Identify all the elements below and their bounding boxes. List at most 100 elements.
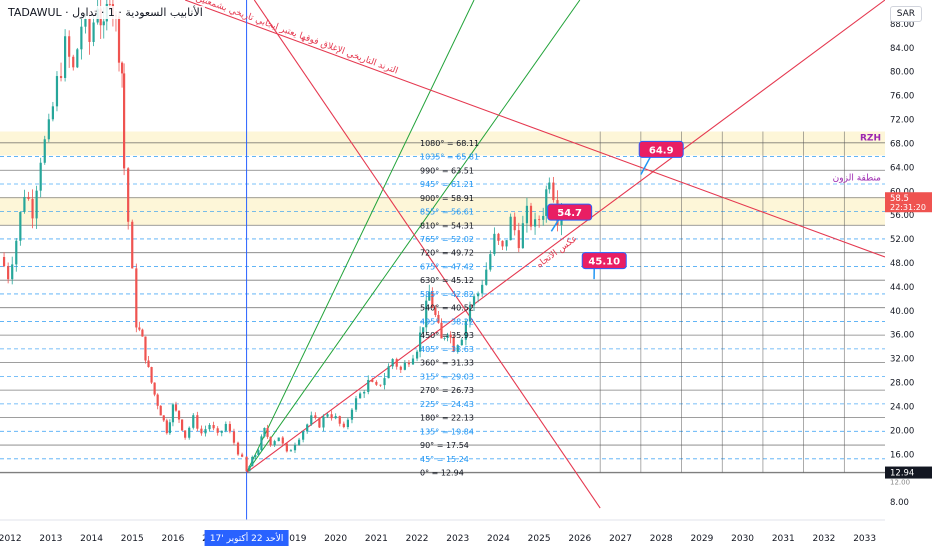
candle-body (141, 330, 143, 337)
candle-body (7, 266, 9, 279)
level-label: 315° = 29.03 (420, 372, 474, 381)
y-tick-label: 72.00 (890, 116, 914, 126)
candle-body (306, 424, 308, 431)
candles-layer (3, 0, 563, 472)
candle-body (278, 438, 280, 442)
x-tick-label: 2016 (161, 534, 184, 544)
candle-body (40, 163, 42, 191)
candle-body (225, 424, 227, 431)
y-tick-label: 28.00 (890, 379, 914, 389)
candle-body (404, 363, 406, 370)
level-label: 855° = 56.61 (420, 208, 474, 217)
zone-label: منطقة الزون (833, 174, 882, 184)
candle-body (84, 19, 86, 27)
candle-body (72, 57, 74, 68)
y-tick-label: 76.00 (890, 92, 914, 102)
candle-body (135, 268, 137, 327)
candle-body (175, 404, 177, 410)
candle-body (241, 454, 243, 456)
candle-body (109, 4, 111, 5)
candle-body (208, 425, 210, 429)
candle-body (163, 415, 165, 420)
x-axis: 2012201320142015201620172018201920202021… (0, 520, 932, 550)
candle-body (282, 438, 284, 444)
level-label: 0° = 12.94 (420, 469, 464, 478)
callout-pointer (641, 155, 651, 174)
y-tick-label: 84.00 (890, 44, 914, 54)
candle-body (266, 428, 268, 437)
candle-body (545, 189, 547, 216)
instrument-subtitle: الأنابيب السعودية · 1 · تداول (72, 6, 203, 19)
candle-body (23, 197, 25, 212)
x-tick-label: 2025 (528, 534, 551, 544)
candle-body (481, 285, 483, 294)
candle-body (217, 428, 219, 433)
y-tick-label: 20.00 (890, 426, 914, 436)
candle-body (269, 437, 271, 445)
candle-body (154, 383, 156, 395)
y-axis: 8.0016.0020.0024.0028.0032.0036.0040.004… (885, 0, 932, 550)
candle-body (302, 431, 304, 439)
candle-body (131, 222, 133, 269)
candle-body (248, 466, 250, 471)
y-tick-label: 48.00 (890, 259, 914, 269)
candle-body (245, 457, 247, 472)
candle-body (485, 270, 487, 285)
candle-body (68, 36, 70, 56)
candle-body (310, 415, 312, 424)
candle-body (331, 414, 333, 418)
level-label: 90° = 17.54 (420, 441, 469, 450)
level-label: 765° = 52.02 (420, 235, 474, 244)
candle-body (343, 424, 345, 427)
candle-body (274, 441, 276, 445)
candle-body (48, 119, 50, 139)
candle-body (363, 392, 365, 393)
candle-body (477, 293, 479, 296)
candle-body (192, 415, 194, 428)
candle-body (367, 380, 369, 392)
rzh-zone-label: RZH (860, 133, 881, 143)
low-price-label: 12.94 (890, 469, 914, 479)
level-label: 270° = 26.73 (420, 386, 474, 395)
gann-fan-line (247, 0, 580, 473)
candle-body (144, 337, 146, 361)
candle-body (181, 420, 183, 431)
candle-body (80, 27, 82, 50)
candle-body (375, 382, 377, 385)
candle-body (396, 359, 398, 367)
y-tick-label: 16.00 (890, 450, 914, 460)
candle-body (166, 420, 168, 433)
x-tick-label: 2012 (0, 534, 22, 544)
level-label: 585° = 42.82 (420, 290, 474, 299)
candle-body (169, 422, 171, 433)
candle-body (88, 19, 90, 42)
candle-body (518, 230, 520, 248)
x-tick-label: 2024 (487, 534, 510, 544)
level-label: 630° = 45.12 (420, 276, 474, 285)
level-label: 180° = 22.13 (420, 414, 474, 423)
y-tick-label: 64.00 (890, 163, 914, 173)
x-tick-label: 2031 (772, 534, 795, 544)
candle-body (160, 406, 162, 416)
x-tick-label: 2027 (609, 534, 632, 544)
level-label: 945° = 61.21 (420, 180, 474, 189)
under-low-tick: 12.00 (890, 479, 910, 487)
currency-button[interactable]: SAR (890, 6, 922, 22)
candle-body (392, 359, 394, 366)
date-marker-label: الأحد 22 أكتوبر '17 (210, 532, 284, 544)
x-tick-label: 2028 (650, 534, 673, 544)
candle-body (123, 73, 125, 168)
candle-body (416, 352, 418, 359)
candle-body (138, 327, 140, 329)
candle-body (548, 183, 550, 190)
symbol-label[interactable]: TADAWUL (8, 6, 62, 19)
candle-body (103, 21, 105, 25)
candle-body (400, 367, 402, 370)
candle-body (157, 395, 159, 406)
candle-body (318, 418, 320, 428)
candle-body (64, 36, 66, 78)
y-tick-label: 8.00 (890, 498, 909, 508)
candle-body (213, 425, 215, 428)
